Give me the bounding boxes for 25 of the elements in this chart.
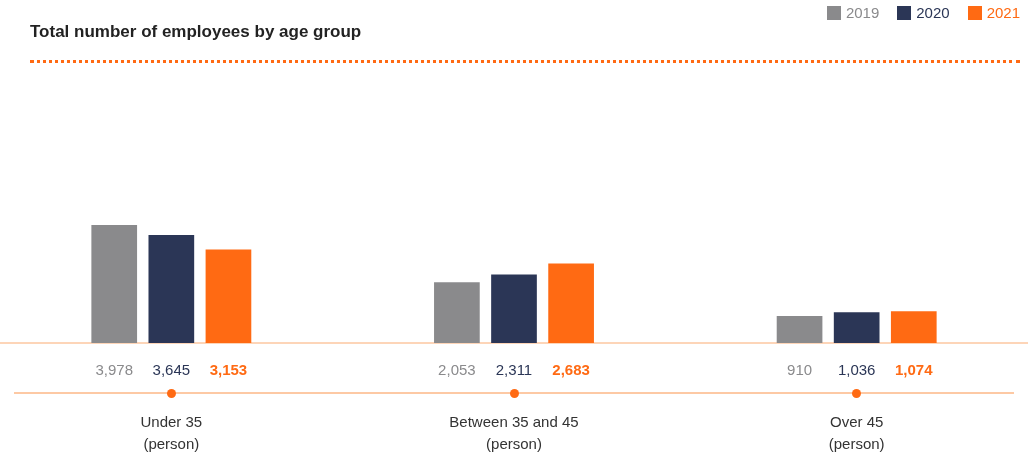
legend-label: 2019	[845, 4, 880, 21]
data-label: 3,978	[95, 361, 133, 379]
bar	[548, 263, 594, 343]
data-label: 1,036	[837, 361, 876, 379]
data-label: 2,311	[495, 361, 533, 379]
bar	[776, 316, 823, 343]
data-label: 3,153	[209, 361, 248, 379]
bar	[91, 225, 138, 343]
x-tick-label: Between 35 and 45 (person)	[449, 413, 579, 453]
data-label: 910	[787, 361, 813, 379]
bar	[148, 234, 195, 343]
data-label: 3,645	[152, 361, 191, 379]
bar	[205, 249, 252, 343]
bar	[890, 311, 937, 343]
legend-label: 2020	[916, 4, 950, 21]
bar	[434, 282, 480, 343]
data-label: 2,053	[438, 361, 476, 379]
chart-title: Total number of employees by age group	[30, 22, 362, 42]
bar	[833, 312, 880, 343]
data-label: 2,683	[552, 361, 590, 379]
bar	[491, 274, 537, 343]
x-tick-label: Under 35 (person)	[140, 413, 203, 453]
legend-label: 2021	[986, 4, 1020, 21]
data-label: 1,074	[895, 361, 934, 379]
x-tick-label: Over 45 (person)	[828, 413, 885, 453]
